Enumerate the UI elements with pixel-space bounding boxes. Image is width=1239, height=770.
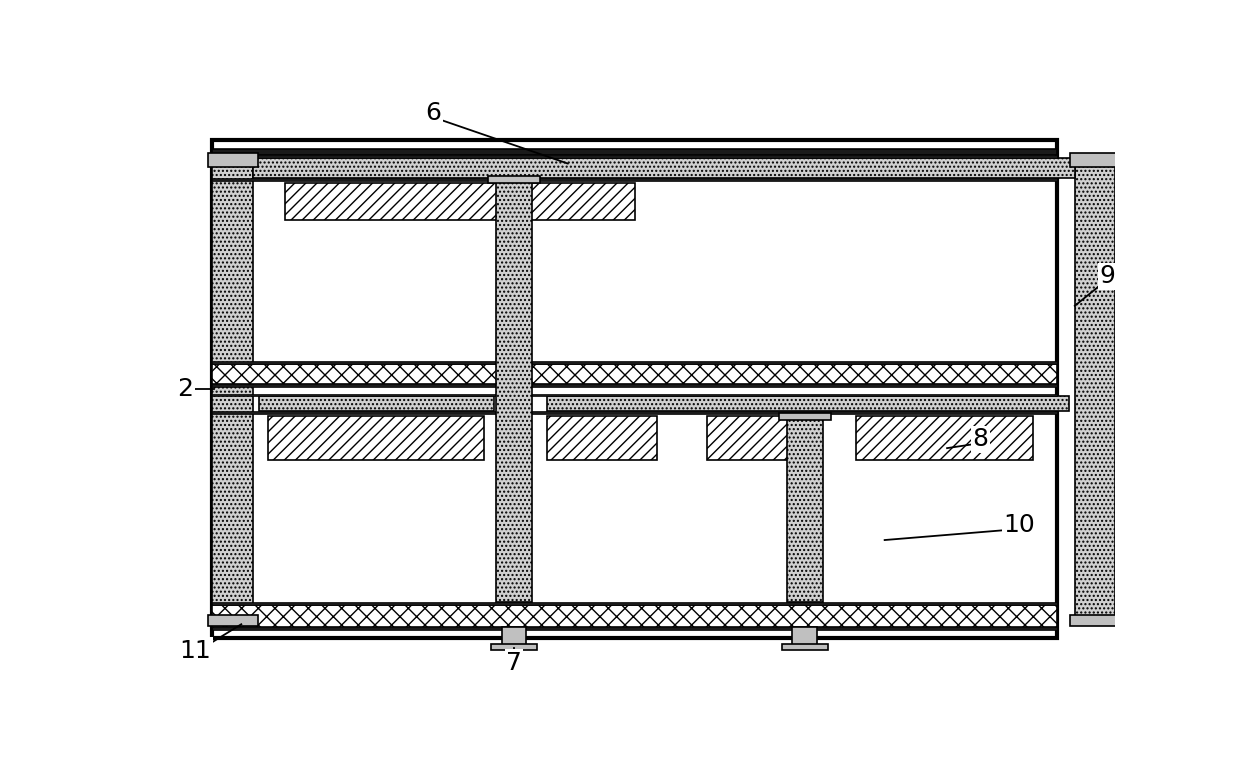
Bar: [707, 416, 808, 460]
Bar: [491, 644, 536, 650]
Bar: [546, 416, 657, 460]
Bar: [213, 155, 1057, 158]
Bar: [213, 178, 1057, 181]
Text: 10: 10: [1004, 514, 1035, 537]
Bar: [213, 149, 1057, 155]
Bar: [1070, 615, 1120, 626]
Text: 8: 8: [973, 427, 989, 451]
Bar: [213, 628, 1057, 630]
Bar: [213, 364, 1057, 384]
Bar: [779, 413, 831, 420]
Bar: [1070, 153, 1120, 166]
Bar: [285, 183, 636, 220]
Text: 11: 11: [180, 639, 211, 663]
Bar: [213, 393, 1057, 396]
Bar: [793, 628, 818, 648]
Bar: [259, 396, 494, 411]
Bar: [856, 416, 1033, 460]
Bar: [208, 153, 258, 166]
Bar: [213, 384, 1057, 387]
Bar: [213, 604, 1057, 628]
Bar: [208, 615, 258, 626]
Bar: [546, 396, 1069, 411]
Text: 9: 9: [1099, 264, 1115, 288]
Bar: [213, 155, 253, 623]
Text: 2: 2: [177, 377, 193, 401]
Bar: [268, 416, 484, 460]
Bar: [496, 179, 533, 601]
Bar: [213, 601, 1057, 604]
Bar: [213, 361, 1057, 364]
Bar: [787, 416, 823, 601]
Bar: [213, 140, 1057, 638]
Bar: [253, 158, 1074, 179]
Bar: [502, 628, 527, 648]
Bar: [1074, 155, 1115, 623]
Bar: [213, 411, 1057, 413]
Text: 7: 7: [506, 651, 522, 675]
Bar: [488, 176, 540, 183]
Text: 6: 6: [425, 101, 441, 126]
Bar: [782, 644, 828, 650]
